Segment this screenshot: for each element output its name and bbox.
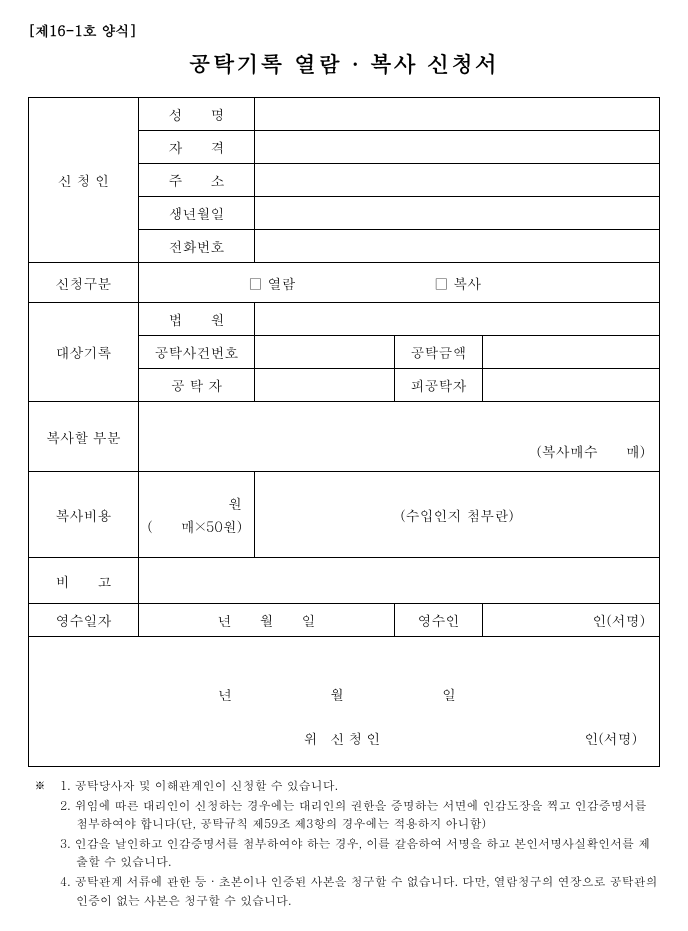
checkbox-copy[interactable]: □ <box>435 273 447 293</box>
fee-won: 원 <box>228 493 242 513</box>
input-tel[interactable] <box>255 230 660 263</box>
input-dob[interactable] <box>255 197 660 230</box>
label-depositor: 공 탁 자 <box>139 369 255 402</box>
label-case-no: 공탁사건번호 <box>139 336 255 369</box>
label-copy-part: 복사할 부분 <box>29 402 139 472</box>
input-name[interactable] <box>255 98 660 131</box>
label-receiver: 영수인 <box>395 604 483 637</box>
stamp-area[interactable]: (수입인지 첨부란) <box>255 472 660 558</box>
label-remark: 비 고 <box>29 558 139 604</box>
signature-block: 년 월 일 위 신청인 인(서명) <box>29 637 660 767</box>
form-number: [제16-1호 양식] <box>28 20 660 40</box>
label-dob: 생년월일 <box>139 197 255 230</box>
option-view: 열람 <box>267 273 295 293</box>
label-request-type: 신청구분 <box>29 263 139 303</box>
signature-seal: 인(서명) <box>584 728 637 748</box>
input-amount[interactable] <box>483 336 660 369</box>
label-depositee: 피공탁자 <box>395 369 483 402</box>
copy-count-note: (복사매수 매) <box>536 441 645 461</box>
input-qualification[interactable] <box>255 131 660 164</box>
checkbox-view[interactable]: □ <box>249 273 261 293</box>
input-depositor[interactable] <box>255 369 395 402</box>
label-tel: 전화번호 <box>139 230 255 263</box>
receipt-date-cell[interactable]: 년 월 일 <box>139 604 395 637</box>
input-address[interactable] <box>255 164 660 197</box>
receipt-date-format: 년 월 일 <box>218 610 316 630</box>
label-address: 주 소 <box>139 164 255 197</box>
label-court: 법 원 <box>139 303 255 336</box>
input-depositee[interactable] <box>483 369 660 402</box>
input-court[interactable] <box>255 303 660 336</box>
page-title: 공탁기록 열람 · 복사 신청서 <box>28 48 660 79</box>
copy-part-area[interactable]: (복사매수 매) <box>139 402 660 472</box>
applicant-header: 신 청 인 <box>29 98 139 263</box>
input-remark[interactable] <box>139 558 660 604</box>
label-receipt-date: 영수일자 <box>29 604 139 637</box>
note-1: 1. 공탁당사자 및 이해관계인이 신청할 수 있습니다. <box>60 777 660 796</box>
label-copy-fee: 복사비용 <box>29 472 139 558</box>
receiver-seal: 인(서명) <box>592 610 645 630</box>
label-amount: 공탁금액 <box>395 336 483 369</box>
target-header: 대상기록 <box>29 303 139 402</box>
signature-applicant-label: 위 신청인 <box>304 728 385 748</box>
fee-calc: ( 매×50원) <box>147 516 242 536</box>
receiver-cell[interactable]: 인(서명) <box>483 604 660 637</box>
label-qualification: 자 격 <box>139 131 255 164</box>
notes-marker: ※ <box>34 777 46 796</box>
input-case-no[interactable] <box>255 336 395 369</box>
note-3: 3. 인감을 날인하고 인감증명서를 첨부하여야 하는 경우, 이를 갈음하여 … <box>60 835 660 872</box>
request-type-options: □ 열람 □ 복사 <box>139 263 660 303</box>
footnotes: ※ 1. 공탁당사자 및 이해관계인이 신청할 수 있습니다. 2. 위임에 따… <box>28 777 660 910</box>
signature-date[interactable]: 년 월 일 <box>37 684 651 704</box>
application-form-table: 신 청 인 성 명 자 격 주 소 생년월일 전화번호 신청구분 □ 열람 □ 복사… <box>28 97 660 767</box>
option-copy: 복사 <box>453 273 481 293</box>
fee-calc-cell: 원 ( 매×50원) <box>139 472 255 558</box>
note-2: 2. 위임에 따른 대리인이 신청하는 경우에는 대리인의 권한을 증명하는 서… <box>60 797 660 834</box>
label-name: 성 명 <box>139 98 255 131</box>
